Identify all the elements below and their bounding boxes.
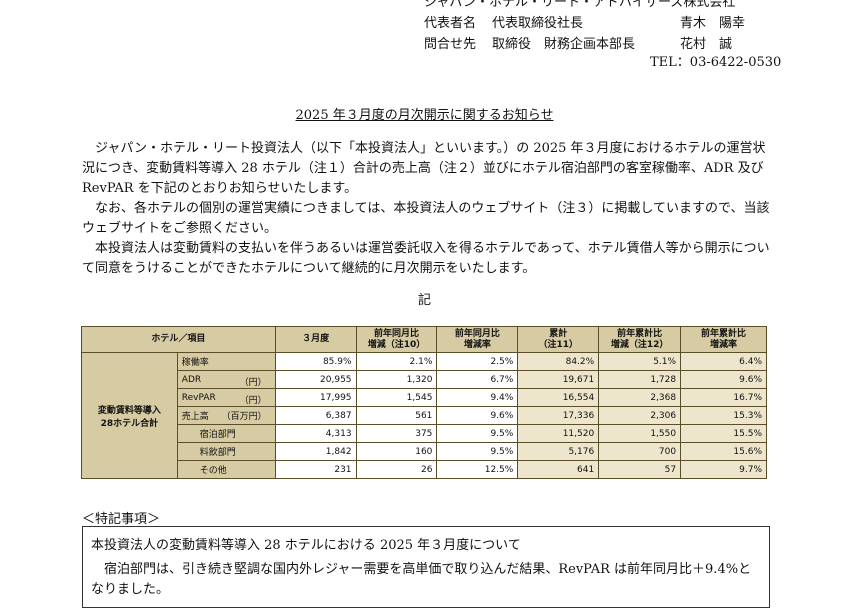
cell-value: 85.9% [274,352,357,371]
notes-line-1: 本投資法人の変動賃料等導入 28 ホテルにおける 2025 年３月度について [91,538,521,553]
cell-value: 1,728 [598,370,682,389]
cell-value: 2.1% [355,352,438,371]
cell-value: 9.4% [436,388,519,407]
cell-value: 15.6% [680,442,767,461]
table-row: ADR （円） 20,955 1,320 6.7% 19,671 1,728 9.… [82,370,767,389]
cell-value: 375 [355,424,438,443]
cell-value: 641 [517,460,600,479]
contact-title: 取締役 財務企画本部長 [492,37,636,52]
contact-label: 問合せ先 [424,37,477,52]
header-month: ３月度 [274,326,357,353]
cell-value: 160 [355,442,438,461]
table-row: 変動賃料等導入 28ホテル合計 稼働率 85.9% 2.1% 2.5% 84.2… [81,352,767,479]
header-yoy-rate: 前年同月比 増減率 [436,326,519,353]
paragraph-1: ジャパン・ホテル・リート投資法人（以下「本投資法人」といいます。）の 2025 … [82,141,766,196]
company-name-text: ジャパン・ホテル・リート・アドバイザーズ株式会社 [424,0,736,10]
cell-value: 6.4% [680,352,767,371]
row-label: ADR （円） [176,370,276,389]
paragraph-2: なお、各ホテルの個別の運営実績につきましては、本投資法人のウェブサイト（注３）に… [82,201,770,236]
cell-value: 15.3% [680,406,767,425]
cell-value: 26 [355,460,438,479]
paragraph-3: 本投資法人は変動賃料の支払いを伴うあるいは運営委託収入を得るホテルであって、ホテ… [82,241,770,276]
row-unit: （円） [239,395,267,406]
cell-value: 9.6% [436,406,519,425]
cell-value: 9.5% [436,442,519,461]
cell-value: 15.5% [680,424,767,443]
cell-value: 6,387 [274,406,357,425]
cell-value: 2,368 [598,388,682,407]
cell-value: 12.5% [436,460,519,479]
group-label: 変動賃料等導入 28ホテル合計 [81,352,178,479]
cell-value: 9.7% [680,460,767,479]
cell-value: 561 [355,406,438,425]
row-label: 売上高 （百万円） [176,406,276,425]
cell-value: 84.2% [517,352,600,371]
header-cum-rate: 前年累計比 増減率 [680,326,767,353]
table-row: 料飲部門 1,842 160 9.5% 5,176 700 15.6% [82,442,767,461]
tel-number: TEL：03-6422-0530 [650,55,782,70]
rep-title: 代表取締役社長 [492,16,584,31]
cell-value: 5,176 [517,442,600,461]
cell-value: 16.7% [680,388,767,407]
rep-label: 代表者名 [424,16,477,31]
cell-value: 19,671 [517,370,600,389]
cell-value: 231 [274,460,357,479]
contact-line: 問合せ先 取締役 財務企画本部長 花村 誠 [424,34,732,55]
intro-paragraphs: ジャパン・ホテル・リート投資法人（以下「本投資法人」といいます。）の 2025 … [82,139,772,279]
contact-name: 花村 誠 [680,37,733,52]
header-item: ホテル／項目 [81,326,276,353]
header-cum-diff: 前年累計比 増減（注12） [598,326,682,353]
row-label-text: 売上高 [181,412,209,422]
cell-value: 17,336 [517,406,600,425]
cell-value: 57 [598,460,682,479]
header-yoy-diff: 前年同月比 増減（注10） [355,326,438,353]
row-label-text: ADR [181,374,202,385]
notes-heading: ＜特記事項＞ [82,512,161,527]
row-label: 料飲部門 [176,442,276,461]
notes-line-2: 宿泊部門は、引き続き堅調な国内外レジャー需要を高単価で取り込んだ結果、RevPA… [91,562,752,597]
table-row: 宿泊部門 4,313 375 9.5% 11,520 1,550 15.5% [82,424,767,443]
row-label: 稼働率 [176,352,276,371]
cell-value: 9.6% [680,370,767,389]
row-label: RevPAR （円） [176,388,276,407]
monthly-kpi-table: ホテル／項目 ３月度 前年同月比 増減（注10） 前年同月比 増減率 累計 （注… [81,326,767,479]
row-unit: （百万円） [221,412,267,422]
notes-box: 本投資法人の変動賃料等導入 28 ホテルにおける 2025 年３月度について 宿… [82,526,770,608]
cell-value: 9.5% [436,424,519,443]
cell-value: 16,554 [517,388,600,407]
cell-value: 1,545 [355,388,438,407]
representative-line: 代表者名 代表取締役社長 青木 陽幸 [424,13,745,34]
cell-value: 1,320 [355,370,438,389]
cell-value: 6.7% [436,370,519,389]
row-label: その他 [176,460,276,479]
row-label-text: RevPAR [181,392,216,403]
document-title: 2025 年３月度の月次開示に関するお知らせ [295,108,554,123]
cell-value: 5.1% [598,352,682,371]
cell-value: 4,313 [274,424,357,443]
row-label: 宿泊部門 [176,424,276,443]
rep-name: 青木 陽幸 [680,16,746,31]
row-unit: （円） [239,377,267,388]
cell-value: 2.5% [436,352,519,371]
cell-value: 1,842 [274,442,357,461]
cell-value: 1,550 [598,424,682,443]
cell-value: 700 [598,442,682,461]
table-header-row: ホテル／項目 ３月度 前年同月比 増減（注10） 前年同月比 増減率 累計 （注… [81,326,767,353]
table-row: 売上高 （百万円） 6,387 561 9.6% 17,336 2,306 15.… [82,406,767,425]
cell-value: 11,520 [517,424,600,443]
company-name: ジャパン・ホテル・リート・アドバイザーズ株式会社 [424,0,735,13]
cell-value: 17,995 [274,388,357,407]
cell-value: 2,306 [598,406,682,425]
table-row: その他 231 26 12.5% 641 57 9.7% [82,460,767,479]
header-cum: 累計 （注11） [517,326,600,353]
ki-heading: 記 [417,293,431,308]
table-row: RevPAR （円） 17,995 1,545 9.4% 16,554 2,368… [82,388,767,407]
cell-value: 20,955 [274,370,357,389]
